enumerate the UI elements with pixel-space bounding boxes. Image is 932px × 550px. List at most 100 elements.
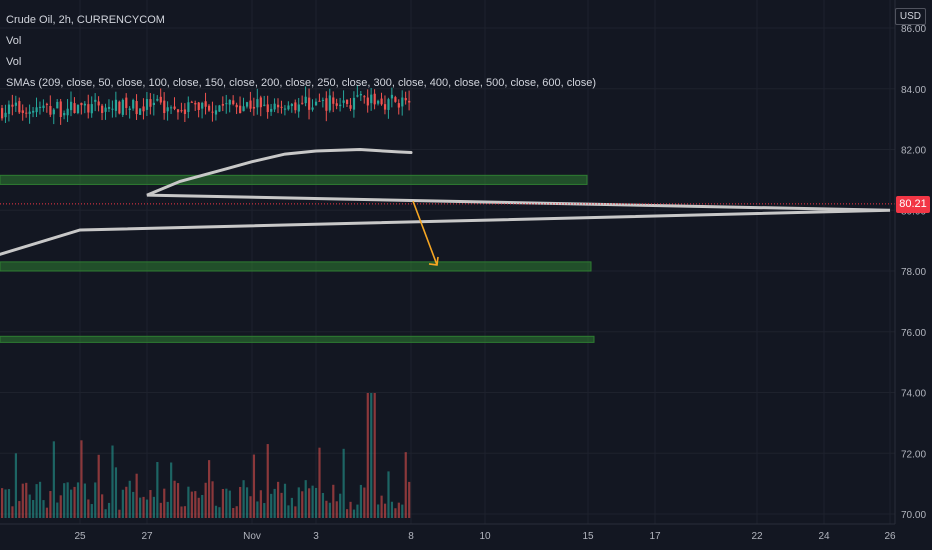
candle-body	[14, 102, 17, 106]
y-tick-label: 84.00	[901, 85, 926, 96]
volume-bar	[332, 484, 335, 518]
candle-body	[239, 105, 242, 114]
candle-body	[242, 106, 245, 112]
y-tick-label: 72.00	[901, 449, 926, 460]
volume-bar	[311, 485, 314, 518]
volume-bar	[104, 509, 107, 518]
sr-zone	[0, 335, 595, 343]
candle-body	[197, 102, 200, 110]
y-tick-label: 82.00	[901, 146, 926, 157]
volume-bar	[180, 506, 183, 518]
volume-bar	[380, 495, 383, 518]
candle-body	[273, 103, 276, 110]
candle-body	[163, 100, 166, 114]
y-tick-label: 70.00	[901, 510, 926, 521]
candle-body	[263, 104, 266, 106]
volume-bar	[273, 488, 276, 518]
volume-bar	[170, 462, 173, 518]
x-tick-label: 26	[884, 531, 896, 542]
candle-body	[311, 107, 314, 110]
candle-body	[383, 104, 387, 110]
volume-bar	[370, 393, 373, 518]
volume-bar	[228, 490, 231, 518]
volume-bar	[208, 460, 211, 518]
volume-bar	[383, 503, 387, 518]
candle-body	[187, 102, 190, 112]
candle-body	[332, 97, 335, 104]
volume-bar	[76, 482, 80, 518]
volume-bar	[21, 483, 24, 518]
candle-body	[308, 97, 311, 110]
volume-bar	[328, 502, 331, 518]
legend-symbol[interactable]: Crude Oil, 2h, CURRENCYCOM	[6, 14, 165, 26]
candle-body	[390, 94, 394, 99]
candle-body	[397, 103, 400, 108]
volume-bar	[52, 441, 55, 518]
candle-body	[190, 101, 193, 103]
candle-body	[156, 98, 159, 101]
volume-bar	[197, 497, 200, 518]
volume-bar	[7, 489, 11, 518]
volume-bar	[408, 481, 411, 518]
volume-bar	[401, 504, 404, 518]
volume-bar	[204, 482, 207, 518]
candle-body	[342, 100, 345, 103]
y-tick-label: 74.00	[901, 389, 926, 400]
volume-bar	[14, 453, 17, 518]
legend-vol-2[interactable]: Vol	[6, 56, 22, 68]
volume-bar	[359, 484, 362, 518]
candle-body	[266, 104, 269, 113]
volume-bar	[132, 491, 135, 518]
volume-bar	[194, 491, 197, 518]
volume-bar	[4, 489, 7, 518]
legend-vol-1[interactable]: Vol	[6, 35, 22, 47]
volume-bar	[387, 471, 390, 518]
candle-body	[170, 107, 173, 109]
volume-bar	[152, 496, 155, 518]
candle-body	[270, 108, 273, 112]
volume-bar	[149, 490, 152, 518]
volume-bar	[377, 504, 380, 518]
volume-bar	[290, 497, 293, 518]
volume-bar	[63, 483, 66, 518]
candle-body	[183, 109, 187, 115]
candle-body	[121, 99, 124, 115]
volume-bar	[397, 502, 400, 518]
x-tick-label: 15	[582, 531, 594, 542]
candle-body	[294, 102, 297, 111]
volume-bar	[38, 481, 42, 518]
volume-bar	[145, 499, 149, 518]
candle-body	[287, 105, 290, 110]
volume-bar	[342, 448, 345, 518]
candle-body	[394, 97, 397, 102]
candle-body	[370, 94, 373, 104]
candle-body	[142, 106, 145, 112]
candle-body	[38, 106, 42, 108]
candle-body	[28, 111, 31, 114]
candle-body	[283, 108, 287, 110]
candle-body	[118, 101, 121, 114]
candle-body	[259, 97, 262, 108]
candle-body	[173, 106, 176, 109]
volume-bar	[107, 502, 111, 518]
volume-bar	[335, 501, 338, 518]
volume-bar	[66, 482, 69, 518]
volume-bar	[42, 500, 45, 518]
candle-body	[70, 101, 73, 111]
x-tick-label: 3	[313, 531, 319, 542]
volume-bar	[156, 462, 159, 518]
volume-bar	[394, 508, 397, 518]
candle-body	[180, 110, 183, 112]
legend-smas[interactable]: SMAs (209, close, 50, close, 100, close,…	[6, 77, 597, 89]
candle-body	[204, 101, 207, 107]
volume-bar	[211, 481, 214, 518]
y-tick-label: 86.00	[901, 24, 926, 35]
x-tick-label: 24	[818, 531, 830, 542]
volume-bar	[235, 506, 238, 518]
currency-label[interactable]: USD	[894, 8, 926, 25]
candle-body	[66, 108, 69, 116]
candle-body	[277, 104, 280, 108]
x-tick-label: 27	[141, 531, 153, 542]
candle-body	[359, 93, 362, 96]
